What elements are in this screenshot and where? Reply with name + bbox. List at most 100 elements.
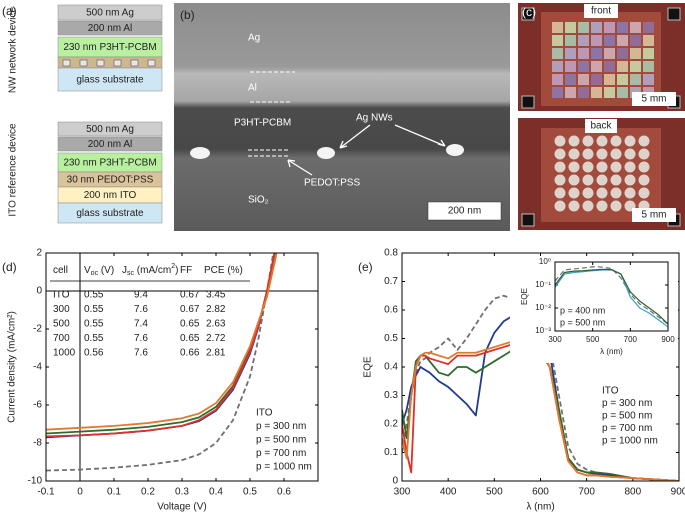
nanowire bbox=[147, 59, 156, 67]
header-part: PCE (%) bbox=[204, 265, 243, 276]
pixel bbox=[578, 61, 589, 72]
y-tick-label: -6 bbox=[33, 400, 42, 411]
pixel bbox=[578, 48, 589, 59]
table-cell: 0.56 bbox=[84, 348, 104, 359]
layer-label: Ag bbox=[248, 33, 260, 44]
table-header: Jsc (mA/cm2) bbox=[122, 263, 178, 277]
pixel bbox=[578, 74, 589, 85]
y-tick-label: 0.6 bbox=[384, 305, 398, 316]
y-tick-label: -2 bbox=[33, 324, 42, 335]
scale-box bbox=[427, 201, 502, 221]
layer-label: 500 nm Ag bbox=[86, 8, 134, 19]
header-part: (V) bbox=[98, 265, 114, 276]
legend-entry: ITO bbox=[256, 408, 273, 419]
panel-c-labels: (c) front 5 mm back 5 mm bbox=[522, 4, 676, 222]
table-cell: 7.4 bbox=[134, 319, 148, 330]
pixel bbox=[617, 35, 628, 46]
pixel bbox=[565, 74, 576, 85]
header-part: 2 bbox=[171, 263, 175, 270]
x-tick-label: 300 bbox=[394, 487, 411, 498]
pixel bbox=[554, 161, 566, 173]
y-tick-label: 10⁻³ bbox=[535, 326, 551, 335]
layer-label: Ag NWs bbox=[356, 113, 393, 124]
pixel bbox=[565, 87, 576, 98]
header-part: FF bbox=[180, 265, 192, 276]
panel-c bbox=[518, 3, 685, 230]
header-part: (mA/cm bbox=[134, 265, 171, 276]
pixel bbox=[624, 135, 636, 147]
pixel bbox=[604, 61, 615, 72]
table-cell: 500 bbox=[53, 319, 70, 330]
panel-a: (a) NW network device ITO reference devi… bbox=[2, 4, 163, 224]
y-tick-label: 0.3 bbox=[384, 390, 398, 401]
x-tick-label: 400 bbox=[440, 487, 457, 498]
layer-label: 500 nm Ag bbox=[86, 124, 134, 135]
header-part: oc bbox=[91, 270, 99, 277]
pixel bbox=[565, 61, 576, 72]
panel-label: (d) bbox=[2, 260, 17, 274]
y-tick-label: 10⁻² bbox=[535, 303, 551, 312]
y-tick-label: -8 bbox=[33, 438, 42, 449]
nanowire bbox=[130, 59, 139, 67]
x-tick-label: 0.6 bbox=[277, 487, 291, 498]
y-tick-label: 0.1 bbox=[384, 447, 398, 458]
legend-entry: ITO bbox=[602, 386, 619, 397]
x-tick-label: 0 bbox=[77, 487, 83, 498]
layer bbox=[57, 20, 163, 36]
pixel bbox=[552, 48, 563, 59]
table-cell: 0.65 bbox=[180, 319, 200, 330]
y-tick-label: 0 bbox=[392, 476, 398, 487]
pixel bbox=[638, 187, 650, 199]
pixel bbox=[610, 200, 622, 212]
layer-label: 200 nm Al bbox=[88, 139, 132, 150]
pixel bbox=[617, 87, 628, 98]
x-axis-label: λ (nm) bbox=[600, 347, 623, 356]
pixel bbox=[582, 200, 594, 212]
pixel bbox=[604, 48, 615, 59]
pixel bbox=[554, 174, 566, 186]
table-cell: 0.55 bbox=[84, 304, 104, 315]
x-tick-label: 900 bbox=[661, 335, 675, 344]
layer-label: glass substrate bbox=[76, 75, 144, 86]
pixel bbox=[630, 22, 641, 33]
layer-label: glass substrate bbox=[76, 208, 144, 219]
contact-pad bbox=[521, 95, 535, 109]
x-tick-label: 0.3 bbox=[175, 487, 189, 498]
series-line bbox=[46, 253, 278, 431]
table-cell: 1000 bbox=[53, 348, 76, 359]
photo-label: front bbox=[591, 6, 611, 17]
pixel bbox=[591, 35, 602, 46]
table-cell: 0.55 bbox=[84, 319, 104, 330]
table-header: cell bbox=[53, 265, 68, 276]
layer-label: 200 nm ITO bbox=[84, 190, 137, 201]
pixel bbox=[568, 200, 580, 212]
table-cell: 0.67 bbox=[180, 290, 200, 301]
y-tick-label: 2 bbox=[36, 248, 42, 259]
pixel bbox=[554, 187, 566, 199]
pixel bbox=[624, 161, 636, 173]
x-tick-label: 0.4 bbox=[209, 487, 223, 498]
x-tick-label: 600 bbox=[532, 487, 549, 498]
label-box bbox=[632, 92, 676, 106]
arrow bbox=[287, 159, 313, 176]
pixel bbox=[596, 200, 608, 212]
pixel bbox=[596, 135, 608, 147]
y-axis-label: EQE bbox=[520, 288, 529, 305]
legend-entry: p = 400 nm bbox=[560, 305, 605, 315]
header-part: V bbox=[84, 265, 91, 276]
layer-label: 230 nm P3HT-PCBM bbox=[63, 158, 156, 169]
y-tick-label: 0.2 bbox=[384, 419, 398, 430]
pixel bbox=[643, 61, 654, 72]
table-cell: 0.55 bbox=[84, 290, 104, 301]
pixel bbox=[582, 187, 594, 199]
table-cell: 0.55 bbox=[84, 333, 104, 344]
table-cell: 700 bbox=[53, 333, 70, 344]
table-cell: 2.63 bbox=[206, 319, 226, 330]
y-tick-label: 0.8 bbox=[384, 248, 398, 259]
nanowire bbox=[96, 59, 105, 67]
pixel bbox=[624, 174, 636, 186]
table-cell: 7.6 bbox=[134, 304, 148, 315]
x-tick-label: 500 bbox=[586, 335, 600, 344]
scale-label: 5 mm bbox=[642, 94, 667, 105]
